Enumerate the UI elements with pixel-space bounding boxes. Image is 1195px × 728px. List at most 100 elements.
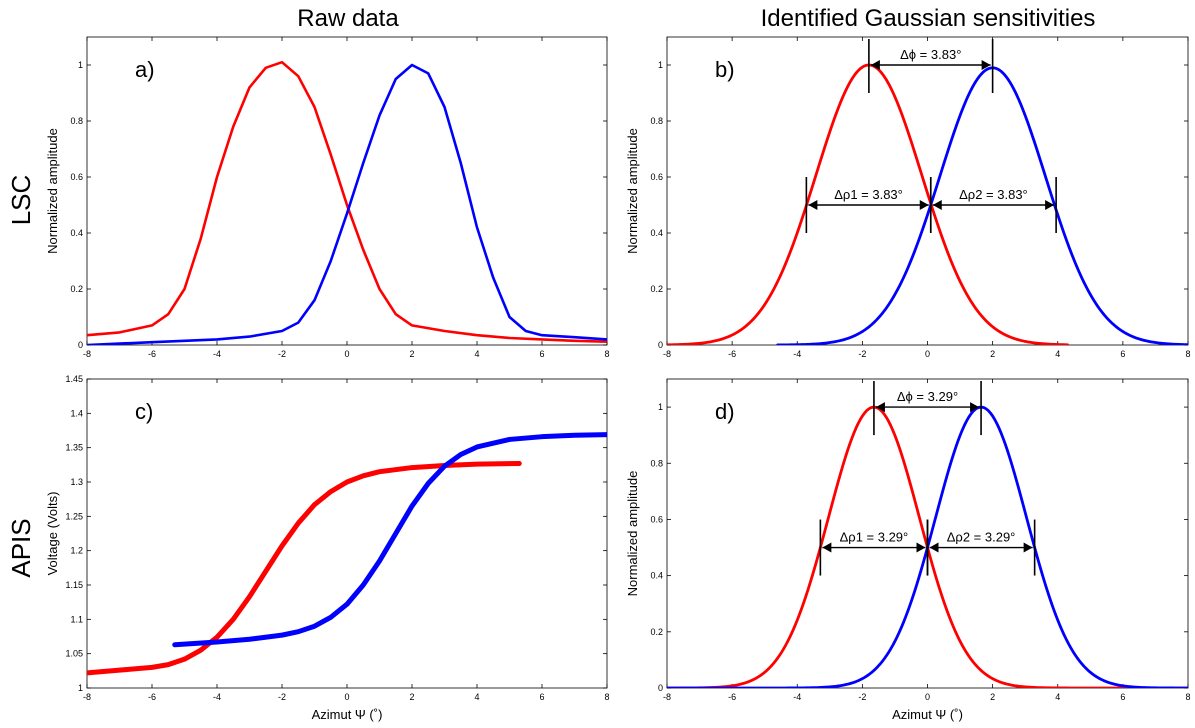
y-tick-label: 1: [658, 402, 663, 412]
series-line-b-red: [667, 63, 1069, 345]
x-tick-label: 6: [539, 692, 544, 702]
series-line-c-blue: [172, 432, 607, 648]
x-tick-label: 0: [925, 349, 930, 359]
annotation-arrowhead-left: [932, 200, 942, 210]
annotation-b-2: Δρ2 = 3.83°: [929, 177, 1057, 233]
y-tick-label: 0: [658, 340, 663, 350]
panel-c: -8 -6 -4 -2 0 2 4 6 8 1 1.05 1.1 1.15 1.2 1.25 1.3 1.35 1…: [45, 374, 610, 722]
annotation-arrowhead-left: [870, 60, 880, 70]
row-title-apis: APIS: [6, 518, 36, 577]
x-tick-label: -2: [278, 349, 286, 359]
y-tick-label: 0.4: [650, 228, 663, 238]
annotation-arrowhead-left: [822, 542, 832, 553]
x-axis-label: Azimut Ψ (˚): [312, 707, 383, 722]
x-tick-label: -8: [83, 349, 91, 359]
x-tick-label: 2: [990, 349, 995, 359]
x-tick-label: 6: [1120, 692, 1125, 702]
chart-panels: -8 -6 -4 -2 0 2 4 6 8 0 0.2 0.4 0.6 0.8 1 Normalized am…: [45, 36, 1191, 722]
x-tick-label: 2: [409, 692, 414, 702]
column-title-raw-data: Raw data: [297, 5, 399, 32]
y-tick-label: 1.25: [65, 511, 83, 521]
x-tick-label: -2: [858, 692, 866, 702]
panel-label-d: d): [715, 399, 735, 424]
y-tick-label: 0: [78, 340, 83, 350]
y-tick-label: 0: [658, 683, 663, 693]
x-tick-label: -2: [858, 349, 866, 359]
y-tick-label: 0.2: [650, 627, 663, 637]
x-tick-label: 6: [539, 349, 544, 359]
annotation-arrowhead-right: [919, 200, 929, 210]
y-tick-label: 0.8: [650, 458, 663, 468]
series-group-b: [667, 63, 1188, 345]
y-tick-label: 1.2: [70, 546, 83, 556]
y-tick-label: 1.05: [65, 649, 83, 659]
y-tick-label: 0.4: [650, 571, 663, 581]
annotation-label: Δρ1 = 3.83°: [834, 187, 903, 202]
y-tick-label: 1.4: [70, 408, 83, 418]
annotation-arrowhead-left: [929, 542, 939, 553]
y-tick-label: 0.8: [650, 116, 663, 126]
x-tick-label: 4: [474, 349, 479, 359]
annotation-arrowhead-right: [1023, 542, 1033, 553]
x-tick-label: 4: [1055, 349, 1060, 359]
y-tick-label: 0.2: [70, 284, 83, 294]
y-tick-label: 0.6: [70, 172, 83, 182]
x-tick-label: -4: [213, 349, 221, 359]
y-axis-label: Normalized amplitude: [45, 128, 60, 254]
annotation-arrowhead-left: [875, 402, 885, 413]
annotation-arrowhead-right: [916, 542, 926, 553]
annotation-d-1: Δρ1 = 3.29°: [819, 519, 929, 576]
y-tick-label: 1: [78, 60, 83, 70]
x-tick-label: 8: [604, 349, 609, 359]
x-tick-label: -8: [83, 692, 91, 702]
y-tick-label: 0.2: [650, 284, 663, 294]
x-tick-label: 0: [344, 692, 349, 702]
panel-label-b: b): [715, 57, 735, 82]
panel-label-c: c): [135, 399, 153, 424]
y-tick-label: 1.15: [65, 580, 83, 590]
annotation-label: Δρ2 = 3.83°: [959, 187, 1028, 202]
y-tick-label: 0.8: [70, 116, 83, 126]
y-tick-label: 1.3: [70, 477, 83, 487]
annotation-arrowhead-right: [970, 402, 980, 413]
x-axis-label: Azimut Ψ (˚): [892, 707, 963, 722]
y-tick-label: 1.35: [65, 443, 83, 453]
annotation-arrowhead-right: [1045, 200, 1055, 210]
annotation-label: Δϕ = 3.83°: [900, 47, 961, 62]
x-tick-label: 6: [1120, 349, 1125, 359]
panel-d: -8 -6 -4 -2 0 2 4 6 8 0 0.2 0.4 0.6 0.8 1 Normalized am…: [625, 378, 1191, 722]
x-tick-label: 4: [474, 692, 479, 702]
y-axis-label: Normalized amplitude: [625, 471, 640, 597]
annotation-arrowhead-right: [981, 60, 991, 70]
annotation-d-2: Δρ2 = 3.29°: [926, 519, 1036, 576]
annotation-label: Δρ1 = 3.29°: [840, 530, 909, 545]
x-tick-label: -6: [148, 349, 156, 359]
axes-box-c: [86, 378, 608, 689]
x-tick-label: -4: [793, 349, 801, 359]
x-tick-label: 8: [1185, 349, 1190, 359]
panel-b: -8 -6 -4 -2 0 2 4 6 8 0 0.2 0.4 0.6 0.8 1 Normalized am…: [625, 36, 1191, 359]
annotation-d-0: Δϕ = 3.29°: [873, 381, 982, 436]
y-tick-label: 1.1: [70, 614, 83, 624]
series-line-a-red: [87, 60, 607, 343]
x-tick-label: -4: [793, 692, 801, 702]
annotation-b-0: Δϕ = 3.83°: [868, 39, 994, 93]
panel-label-a: a): [135, 57, 155, 82]
x-tick-label: -8: [663, 692, 671, 702]
x-tick-label: 0: [344, 349, 349, 359]
series-line-a-blue: [87, 63, 607, 345]
x-tick-label: 2: [409, 349, 414, 359]
x-tick-label: -6: [728, 692, 736, 702]
series-line-c-red: [87, 460, 522, 676]
y-tick-label: 1: [78, 683, 83, 693]
x-tick-label: -8: [663, 349, 671, 359]
axes-box-a: [86, 36, 608, 346]
y-tick-label: 0.4: [70, 228, 83, 238]
y-axis-label: Normalized amplitude: [625, 128, 640, 254]
series-line-b-blue: [776, 66, 1188, 345]
y-tick-label: 0.6: [650, 514, 663, 524]
x-tick-label: 8: [604, 692, 609, 702]
x-tick-label: -4: [213, 692, 221, 702]
x-tick-label: 2: [990, 692, 995, 702]
